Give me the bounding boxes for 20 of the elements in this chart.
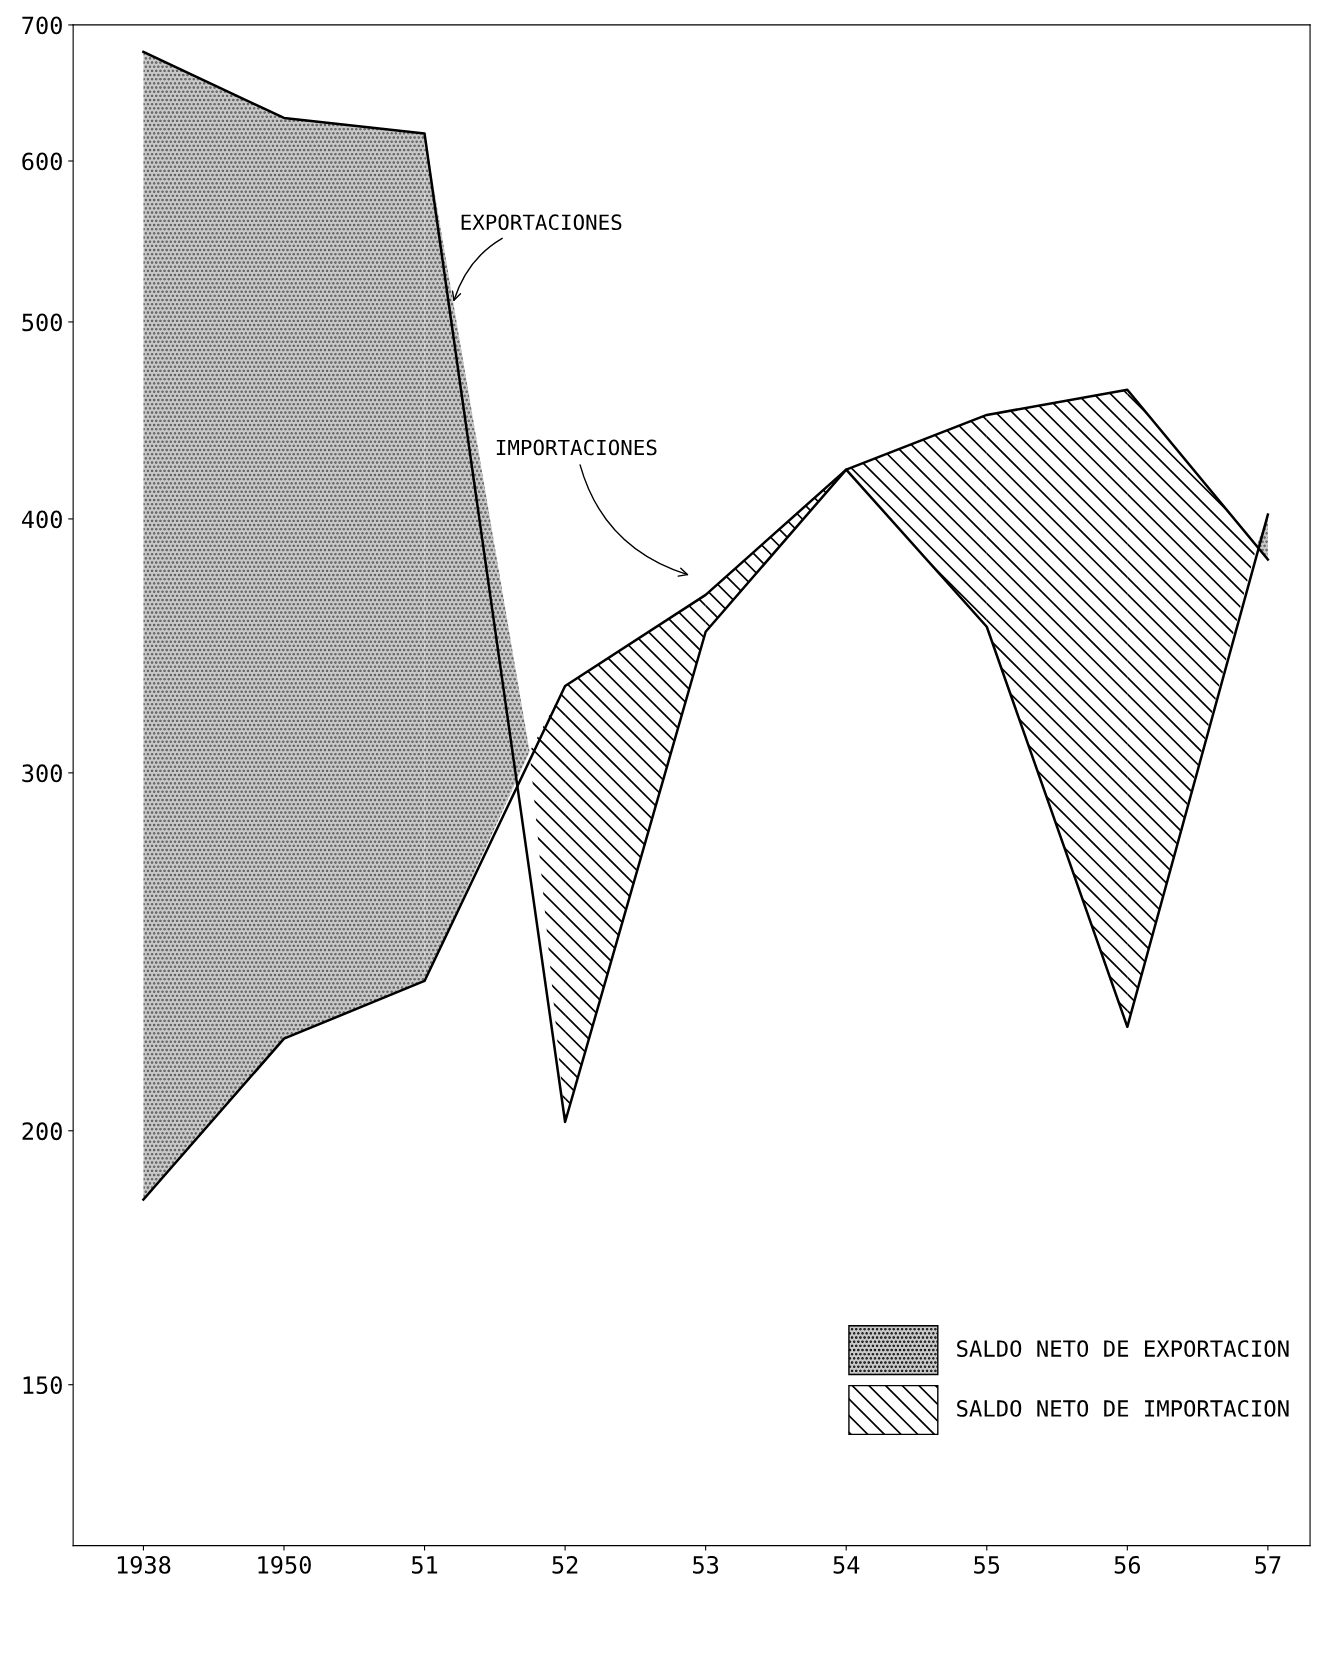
x-tick-label: 57 — [1255, 1556, 1281, 1574]
annotation: SALDO NETO DE IMPORTACION — [957, 1400, 1289, 1417]
x-tick-label: 53 — [693, 1555, 719, 1574]
y-tick-label: 500 — [22, 313, 62, 332]
y-tick-label: 300 — [22, 764, 62, 783]
annotation: EXPORTACIONES — [461, 214, 622, 231]
y-tick-label: 150 — [23, 1376, 62, 1395]
y-tick-label: 700 — [22, 16, 62, 35]
x-tick-label: 56 — [1114, 1555, 1141, 1574]
y-tick-label: 200 — [22, 1122, 62, 1141]
annotation: IMPORTACIONES — [496, 439, 657, 456]
annotation: SALDO NETO DE EXPORTACION — [957, 1340, 1289, 1357]
x-tick-label: 52 — [552, 1555, 578, 1574]
y-tick-label: 400 — [21, 510, 62, 529]
x-tick-label: 51 — [411, 1556, 438, 1574]
x-tick-label: 1938 — [117, 1555, 171, 1574]
x-tick-label: 1950 — [258, 1555, 311, 1574]
x-tick-label: 55 — [974, 1556, 1000, 1574]
x-tick-label: 54 — [833, 1556, 860, 1574]
y-tick-label: 600 — [22, 152, 62, 171]
